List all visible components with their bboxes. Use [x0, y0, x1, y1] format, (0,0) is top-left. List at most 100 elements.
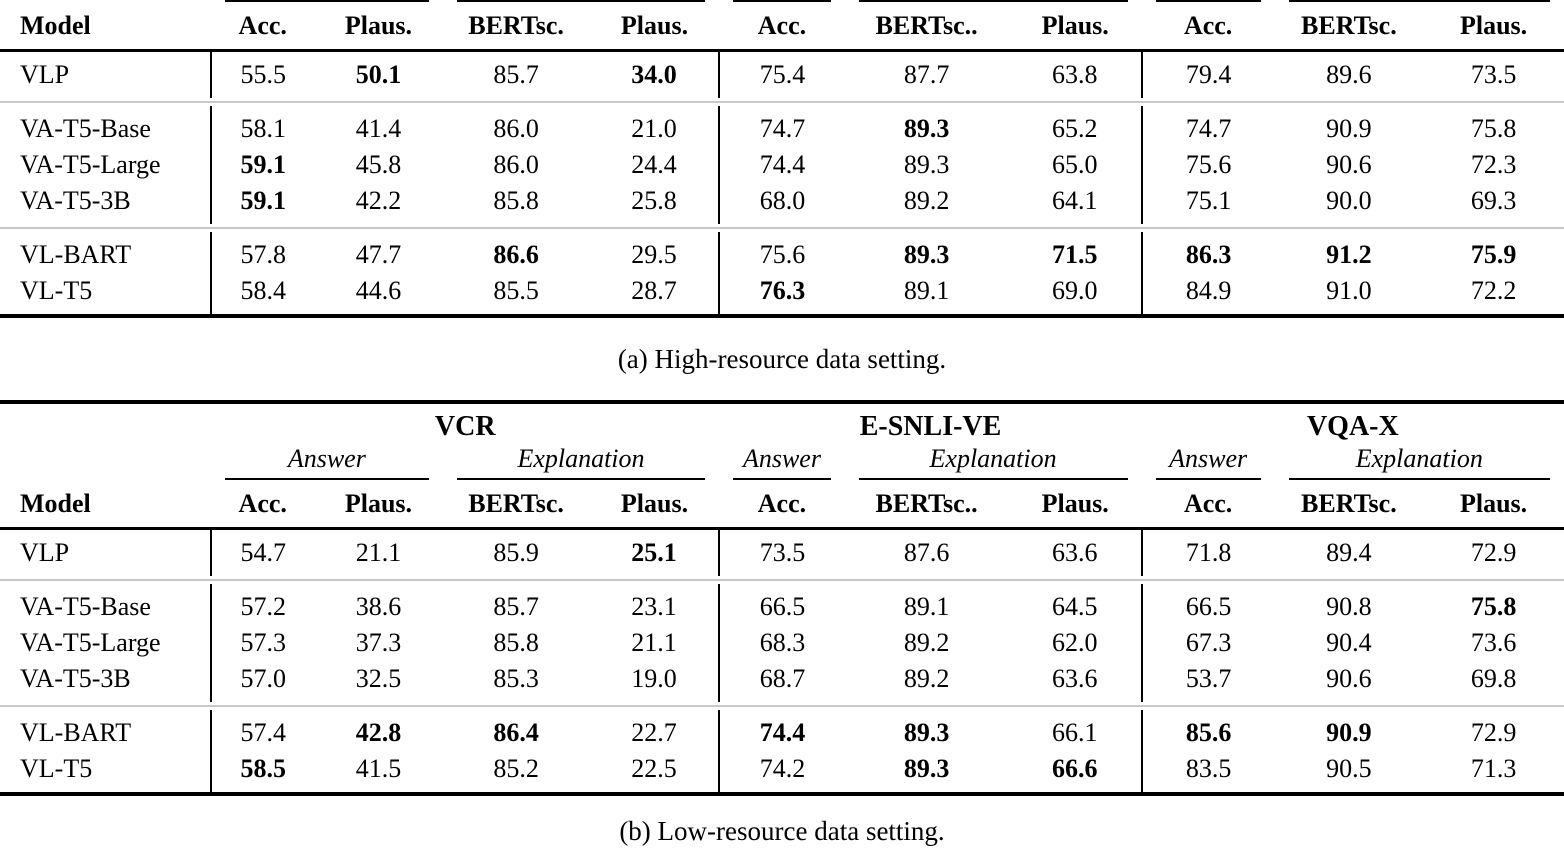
- gray-rule: [0, 101, 1564, 103]
- model-name: VA-T5-Large: [20, 628, 161, 657]
- metric-cell: 64.1: [1051, 186, 1098, 215]
- subheader-answer: Answer: [287, 444, 366, 473]
- gray-rule: [0, 579, 1564, 581]
- table-row: VL-T5 58.5 41.5 85.2 22.5 74.2 89.3 66.6…: [0, 751, 1564, 794]
- metric-cell: 42.8: [355, 718, 402, 747]
- spacer-cell: [0, 442, 211, 478]
- col-header: BERTsc.: [442, 483, 590, 530]
- table-row: VA-T5-Base 58.1 41.4 86.0 21.0 74.7 89.3…: [0, 106, 1564, 147]
- metric-cell: 75.8: [1470, 114, 1517, 143]
- metric-cell: 85.6: [1140, 710, 1275, 751]
- table-row: VA-T5-Large 59.1 45.8 86.0 24.4 74.4 89.…: [0, 147, 1564, 183]
- table-row: VLP 54.7 21.1 85.9 25.1 73.5 87.6 63.6 7…: [0, 528, 1564, 576]
- metric-cell: 74.4: [718, 147, 845, 183]
- partial-rule: [456, 0, 706, 2]
- metric-cell: 57.0: [210, 661, 315, 702]
- separator-cell: [0, 702, 1564, 710]
- partial-rule: [858, 478, 1128, 480]
- rule-cell: [719, 478, 844, 483]
- table-row: VA-T5-3B 57.0 32.5 85.3 19.0 68.7 89.2 6…: [0, 661, 1564, 702]
- table-row: VA-T5-Large 57.3 37.3 85.8 21.1 68.3 89.…: [0, 625, 1564, 661]
- separator-cell: [0, 224, 1564, 232]
- partial-rule: [858, 0, 1128, 2]
- table-row: VL-BART 57.4 42.8 86.4 22.7 74.4 89.3 66…: [0, 710, 1564, 751]
- metric-cell: 86.4: [493, 718, 539, 747]
- subheader-explanation: Explanation: [929, 444, 1057, 473]
- metric-cell: 89.3: [903, 150, 950, 179]
- col-header-model: Model: [0, 483, 212, 530]
- metric-cell: 89.6: [1326, 60, 1372, 89]
- table-row: VLP 55.5 50.1 85.7 34.0 75.4 87.7 63.8 7…: [0, 50, 1564, 98]
- subheader-explanation: Explanation: [1355, 444, 1483, 473]
- rule-cell: [443, 0, 720, 5]
- metric-cell: 89.2: [903, 186, 950, 215]
- metric-cell: 72.3: [1470, 150, 1517, 179]
- rule-cell: [845, 478, 1142, 483]
- metric-cell: 24.4: [631, 150, 677, 179]
- metric-cell: 44.6: [355, 276, 402, 305]
- model-name: VLP: [20, 60, 70, 89]
- metric-cell: 68.0: [718, 183, 845, 224]
- metric-cell: 86.0: [493, 114, 539, 143]
- metric-cell: 71.5: [1051, 240, 1098, 269]
- metric-cell: 21.1: [631, 628, 677, 657]
- separator-cell: [0, 576, 1564, 584]
- metric-cell: 50.1: [355, 60, 402, 89]
- metric-cell: 79.4: [1140, 50, 1275, 98]
- model-name: VL-T5: [20, 276, 93, 305]
- top-partial-rules-row: [0, 0, 1564, 5]
- metric-cell: 86.3: [1140, 232, 1275, 273]
- metric-cell: 85.7: [493, 592, 539, 621]
- col-header-model: Model: [0, 5, 212, 52]
- metric-cell: 89.3: [903, 754, 950, 783]
- metric-cell: 45.8: [355, 150, 402, 179]
- column-header-row: Model Acc. Plaus. BERTsc. Plaus. Acc. BE…: [0, 483, 1564, 530]
- rule-cell: [1275, 0, 1564, 5]
- group-header-vcr: VCR: [434, 411, 496, 442]
- model-name: VL-BART: [20, 240, 132, 269]
- partial-rule: [456, 478, 706, 480]
- metric-cell: 89.2: [903, 628, 950, 657]
- col-header: BERTsc..: [844, 483, 1009, 530]
- metric-cell: 65.2: [1051, 114, 1098, 143]
- metric-cell: 19.0: [631, 664, 677, 693]
- metric-cell: 85.2: [493, 754, 539, 783]
- metric-cell: 89.3: [903, 718, 950, 747]
- model-name: VL-T5: [20, 754, 93, 783]
- col-header: Plaus.: [314, 483, 443, 530]
- model-name: VA-T5-3B: [20, 186, 131, 215]
- metric-cell: 58.1: [210, 106, 315, 147]
- metric-cell: 23.1: [631, 592, 677, 621]
- table-row: VL-BART 57.8 47.7 86.6 29.5 75.6 89.3 71…: [0, 232, 1564, 273]
- metric-cell: 72.9: [1470, 538, 1517, 567]
- metric-cell: 75.4: [718, 50, 845, 98]
- metric-cell: 25.1: [631, 538, 677, 567]
- metric-cell: 68.7: [718, 661, 845, 702]
- col-header: BERTsc.: [1274, 483, 1424, 530]
- metric-cell: 71.8: [1140, 528, 1275, 576]
- metric-cell: 57.2: [210, 584, 315, 625]
- model-name: VA-T5-3B: [20, 664, 131, 693]
- metric-cell: 55.5: [210, 50, 315, 98]
- metric-cell: 66.1: [1051, 718, 1098, 747]
- rule-cell: [443, 478, 720, 483]
- separator-cell: [0, 98, 1564, 106]
- metric-cell: 73.5: [718, 528, 845, 576]
- metric-cell: 74.2: [718, 751, 845, 794]
- col-header: Plaus.: [314, 5, 443, 52]
- metric-cell: 89.1: [903, 592, 950, 621]
- subheader-rules-row: [0, 478, 1564, 483]
- caption-low-resource: (b) Low-resource data setting.: [619, 816, 945, 846]
- spacer-cell: [0, 402, 211, 442]
- metric-cell: 86.0: [493, 150, 539, 179]
- metric-cell: 90.4: [1326, 628, 1372, 657]
- metric-cell: 53.7: [1140, 661, 1275, 702]
- metric-cell: 69.3: [1470, 186, 1517, 215]
- subheader-answer: Answer: [742, 444, 821, 473]
- metric-cell: 29.5: [631, 240, 677, 269]
- metric-cell: 42.2: [355, 186, 402, 215]
- partial-rule: [1155, 0, 1261, 2]
- model-name: VA-T5-Base: [20, 592, 151, 621]
- metric-cell: 65.0: [1051, 150, 1098, 179]
- metric-cell: 85.3: [493, 664, 539, 693]
